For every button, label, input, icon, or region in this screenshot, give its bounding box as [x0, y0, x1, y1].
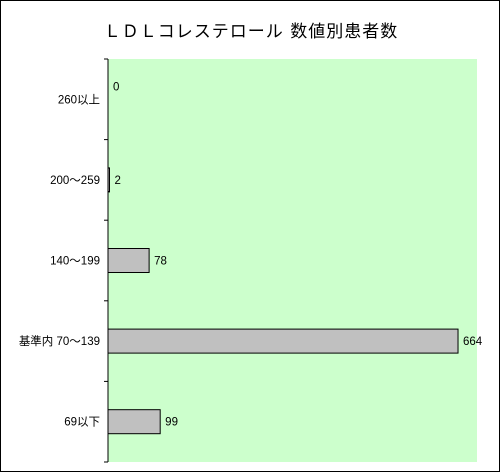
category-label: 基準内 70～139: [19, 334, 100, 348]
chart-title: ＬＤＬコレステロール 数値別患者数: [103, 22, 399, 42]
value-label: 99: [165, 417, 178, 429]
value-label: 664: [463, 336, 483, 348]
category-label: 260以上: [58, 93, 100, 106]
value-label: 78: [154, 256, 167, 268]
bar: [107, 167, 110, 193]
bar: [107, 248, 150, 273]
category-label: 69以下: [64, 416, 100, 429]
category-label: 140～199: [50, 256, 100, 268]
bar: [107, 328, 459, 354]
bar: [107, 409, 161, 435]
value-label: 0: [113, 81, 119, 93]
value-label: 2: [115, 175, 121, 187]
category-label: 200～259: [50, 175, 100, 187]
plot-area: [108, 59, 477, 462]
